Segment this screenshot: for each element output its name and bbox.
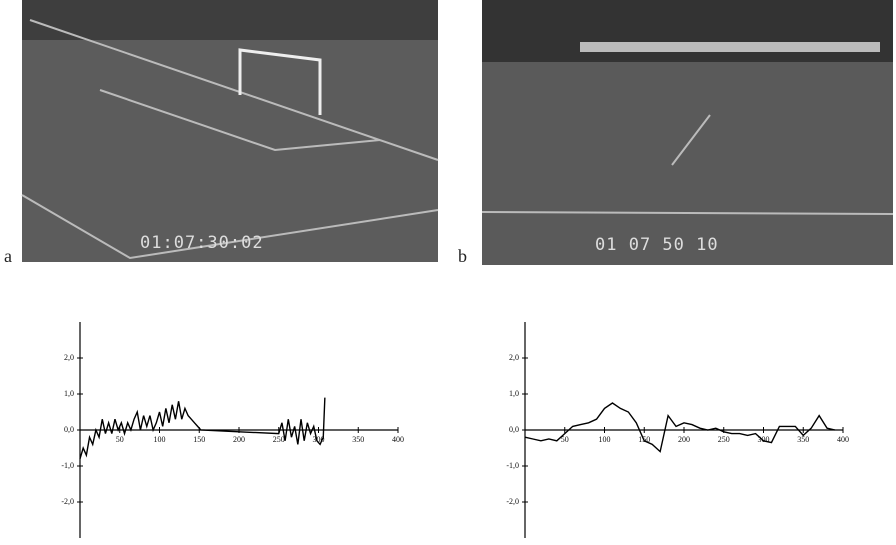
x-tick-label: 200 (678, 435, 690, 444)
timecode: 01:07:30:02 (140, 233, 264, 253)
stands (22, 0, 438, 40)
x-tick-label: 50 (116, 435, 124, 444)
panel-label: b (458, 246, 467, 266)
x-tick-label: 400 (837, 435, 849, 444)
y-tick-label: -2,0 (61, 497, 74, 506)
y-tick-label: -1,0 (61, 461, 74, 470)
x-tick-label: 400 (392, 435, 404, 444)
y-tick-label: 1,0 (64, 389, 74, 398)
y-tick-label: -2,0 (506, 497, 519, 506)
x-tick-label: 250 (718, 435, 730, 444)
x-tick-label: 100 (599, 435, 611, 444)
y-tick-label: 2,0 (64, 353, 74, 362)
data-line (80, 398, 325, 459)
x-tick-label: 200 (233, 435, 245, 444)
x-tick-label: 250 (273, 435, 285, 444)
hoarding (580, 42, 880, 52)
page: 01:07:30:02 a 01 07 50 10 b 2,0 1,0 0,0 -1,… (0, 0, 896, 540)
y-tick-label: -1,0 (506, 461, 519, 470)
data-line (525, 403, 835, 452)
photo-a: 01:07:30:02 (22, 0, 438, 262)
panel-label: a (4, 246, 12, 266)
figure: 01:07:30:02 a 01 07 50 10 b 2,0 1,0 0,0 -1,… (0, 0, 896, 540)
y-tick-label: 0,0 (64, 425, 74, 434)
x-tick-label: 150 (193, 435, 205, 444)
x-tick-label: 350 (352, 435, 364, 444)
stands (482, 0, 893, 62)
x-tick-label: 100 (154, 435, 166, 444)
y-tick-label: 1,0 (509, 389, 519, 398)
y-tick-label: 0,0 (509, 425, 519, 434)
photo-b: 01 07 50 10 (482, 0, 893, 265)
timecode: 01 07 50 10 (595, 235, 719, 255)
y-tick-label: 2,0 (509, 353, 519, 362)
